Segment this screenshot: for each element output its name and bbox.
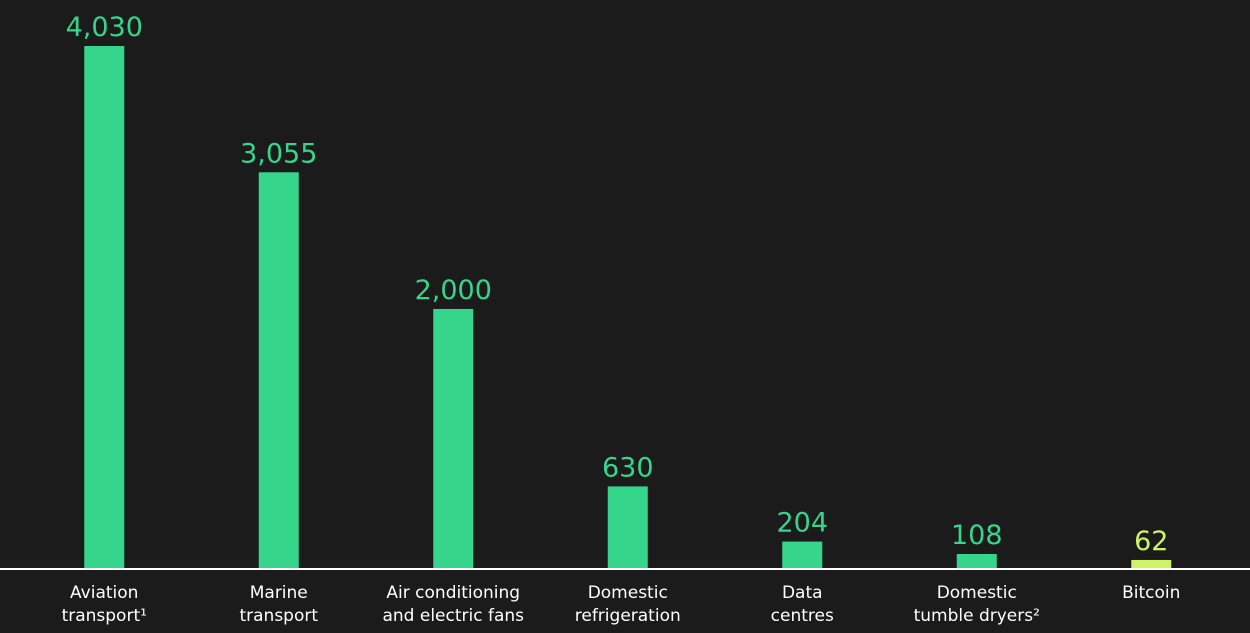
value-label: 108: [951, 520, 1003, 551]
bar: [782, 541, 823, 568]
category-label: Air conditioning and electric fans: [382, 583, 525, 626]
category-label: Domestic refrigeration: [574, 583, 681, 626]
value-label: 62: [1134, 526, 1168, 557]
bar: [258, 172, 299, 568]
category-label: Marine transport: [239, 583, 319, 626]
value-label: 630: [602, 452, 654, 483]
category-label: Domestic tumble dryers²: [913, 583, 1040, 626]
bar: [433, 308, 474, 568]
bar: [607, 486, 648, 568]
category-label: Bitcoin: [1122, 583, 1181, 603]
value-label: 4,030: [66, 12, 143, 43]
bar: [956, 554, 997, 568]
value-label: 204: [776, 508, 828, 539]
value-label: 2,000: [415, 275, 492, 306]
category-label: Aviation transport¹: [61, 583, 147, 626]
bar: [1131, 559, 1172, 568]
category-label: Data centres: [770, 583, 834, 626]
value-label: 3,055: [240, 138, 317, 169]
bar: [84, 46, 125, 568]
